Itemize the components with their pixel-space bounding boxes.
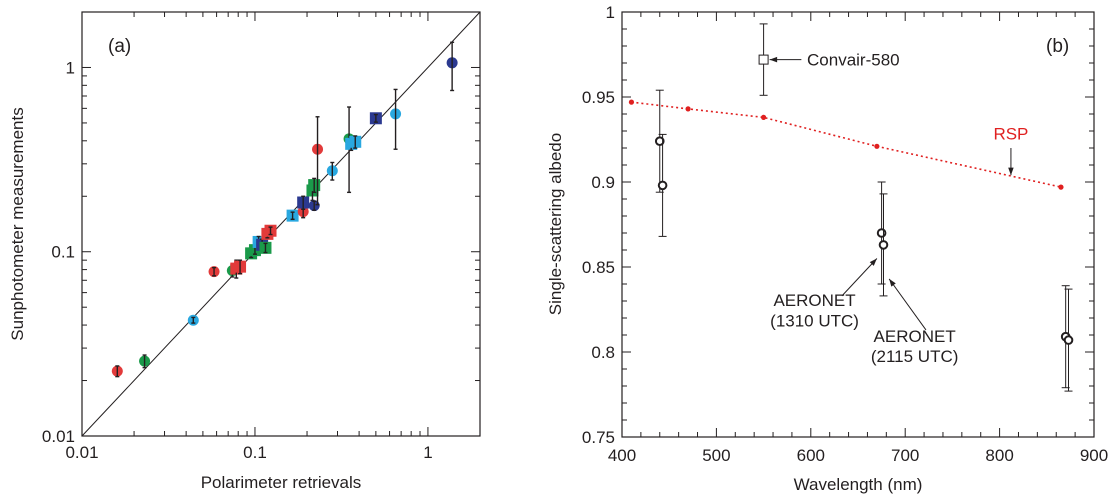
panel-b-ticks: 400 500 600 700 800 900 0.75 0.8 0.85 0.9 0.95 1 [582,3,1108,465]
panel-a-ticks: 0.01 0.1 1 0.01 0.1 1 [42,11,481,462]
panel-b-series [628,23,1074,392]
rsp-arrow-head [1008,167,1014,176]
rsp-point [685,106,691,112]
x-tick-label: 900 [1080,446,1108,465]
panel-a-points [111,41,458,378]
convair-label: Convair-580 [807,51,900,70]
panel-b-x-axis-label: Wavelength (nm) [794,475,923,494]
panel-a-x-axis-label: Polarimeter retrievals [201,473,362,492]
convair-arrow-head [769,56,778,63]
aeronet-1310-arrow [841,258,878,297]
y-tick-label: 0.8 [591,343,615,362]
panel-b: 400 500 600 700 800 900 0.75 0.8 0.85 0.9 0.95 1 Co… [546,3,1108,494]
x-tick-label: 0.01 [65,443,98,462]
aeronet-marker [1063,335,1074,345]
x-tick-label: 800 [985,446,1013,465]
rsp-point [874,143,880,149]
aeronet-marker [878,240,889,250]
y-tick-label: 1 [606,3,615,22]
x-tick-label: 700 [891,446,919,465]
aeronet-marker [876,228,887,238]
aeronet-2115-arrow [888,278,927,331]
y-tick-label: 0.1 [51,243,75,262]
convair-marker [758,54,769,65]
y-tick-label: 0.95 [582,88,615,107]
rsp-point [628,99,635,105]
panel-a-frame [81,11,481,437]
y-tick-label: 0.75 [582,428,615,447]
aeronet-2115-label: AERONET [874,327,956,346]
x-tick-label: 500 [702,446,730,465]
y-tick-label: 0.85 [582,258,615,277]
rsp-line [631,101,1062,188]
aeronet-1310-time: (1310 UTC) [770,312,859,331]
rsp-label: RSP [993,125,1028,144]
x-tick-label: 0.1 [243,443,267,462]
aeronet-marker [654,136,665,146]
x-tick-label: 400 [608,446,636,465]
aeronet-marker [657,180,668,191]
y-tick-label: 0.9 [591,173,615,192]
panel-b-label: (b) [1046,36,1069,57]
y-tick-label: 1 [66,58,75,77]
rsp-point [761,114,767,120]
panel-b-y-axis-label: Single-scattering albedo [546,133,565,315]
panel-a-label: (a) [108,36,131,57]
panel-b-frame [621,11,1095,438]
one-to-one-line [81,11,481,437]
aeronet-2115-arrow-head [889,278,896,287]
x-tick-label: 1 [423,443,432,462]
panel-a: 0.01 0.1 1 0.01 0.1 1 (a) Polarimeter retriev… [8,11,481,492]
aeronet-1310-label: AERONET [773,291,855,310]
aeronet-1310-arrow-head [869,258,877,266]
panel-a-y-axis-label: Sunphotometer measurements [8,107,27,340]
y-tick-label: 0.01 [42,427,75,446]
x-tick-label: 600 [797,446,825,465]
aeronet-2115-time: (2115 UTC) [871,347,959,366]
rsp-point [1058,184,1064,190]
